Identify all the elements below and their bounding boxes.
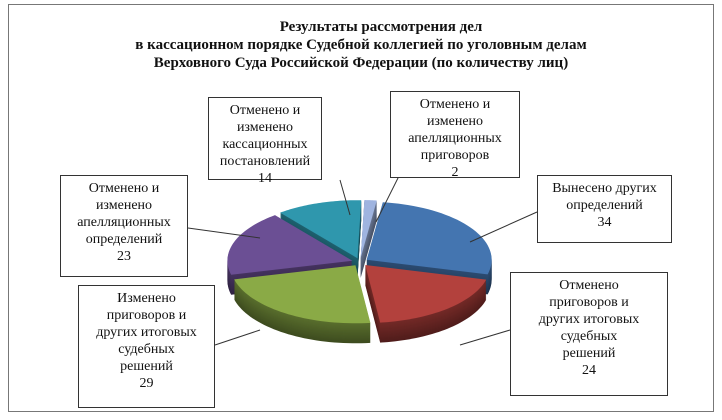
data-label-text: кассационных xyxy=(222,137,308,152)
data-label-text: определений xyxy=(566,198,643,213)
chart-title: Результаты рассмотрения дел в кассационн… xyxy=(0,18,722,72)
data-label-text: Отменено и xyxy=(229,103,301,118)
data-label: Отменено приговоров и других итоговых судеб… xyxy=(510,272,668,396)
slice-top xyxy=(234,265,371,324)
data-label: Вынесено других определений 34 xyxy=(537,175,672,243)
data-label-value: 24 xyxy=(582,363,596,378)
pie-slice xyxy=(234,265,371,344)
slice-top xyxy=(365,265,487,323)
data-label-text: Отменено и xyxy=(419,97,491,112)
leader-line xyxy=(214,329,261,346)
slice-top xyxy=(360,200,377,259)
data-label-value: 34 xyxy=(597,215,612,230)
data-label-text: решений xyxy=(120,359,173,374)
slice-top xyxy=(227,215,353,275)
data-label-text: апелляционных xyxy=(77,215,171,230)
data-label-text: изменено xyxy=(426,114,484,129)
data-label-text: Отменено и xyxy=(88,181,160,196)
data-label-text: судебных xyxy=(560,329,618,344)
title-line: Результаты рассмотрения дел xyxy=(279,19,483,35)
title-line: Верховного Суда Российской Федерации (по… xyxy=(153,55,569,71)
data-label-text: приговоров и xyxy=(549,295,629,310)
chart-frame xyxy=(8,4,714,412)
leader-line xyxy=(339,179,351,216)
data-label-text: постановлений xyxy=(219,154,311,169)
data-label-text: изменено xyxy=(236,120,294,135)
data-label-text: Изменено xyxy=(117,291,176,306)
data-label-text: определений xyxy=(85,232,163,247)
data-label-text: других итоговых xyxy=(96,325,197,340)
pie-slice xyxy=(365,265,487,343)
leader-line xyxy=(459,329,511,346)
data-label-text: решений xyxy=(562,346,616,361)
slice-top xyxy=(280,200,362,259)
leader-line xyxy=(375,169,403,223)
data-label: Отменено и изменено апелляционных приговоро… xyxy=(390,91,520,180)
data-label-text: приговоров и xyxy=(106,308,187,323)
data-label-text: других итоговых xyxy=(538,312,640,327)
data-label-text: Вынесено других xyxy=(552,181,657,196)
data-label-text: судебных xyxy=(118,342,175,357)
leader-line xyxy=(187,227,261,239)
data-label-text: приговоров xyxy=(420,148,490,163)
data-label: Отменено и изменено кассационных постановле… xyxy=(208,97,322,186)
title-line: в кассационном порядке Судебной коллегие… xyxy=(135,37,587,53)
data-label-text: Отменено xyxy=(559,278,619,293)
data-label-value: 29 xyxy=(139,376,154,391)
data-label-value: 2 xyxy=(451,165,459,180)
data-label-value: 14 xyxy=(258,171,272,186)
pie-slice xyxy=(360,200,377,279)
data-label-text: апелляционных xyxy=(408,131,502,146)
data-label: Отменено и изменено апелляционных определен… xyxy=(60,175,188,277)
data-label-text: изменено xyxy=(95,198,153,213)
data-label: Изменено приговоров и других итоговых судеб… xyxy=(78,285,215,408)
leader-line xyxy=(469,211,538,243)
slice-top xyxy=(366,202,492,275)
data-label-value: 23 xyxy=(117,249,131,264)
